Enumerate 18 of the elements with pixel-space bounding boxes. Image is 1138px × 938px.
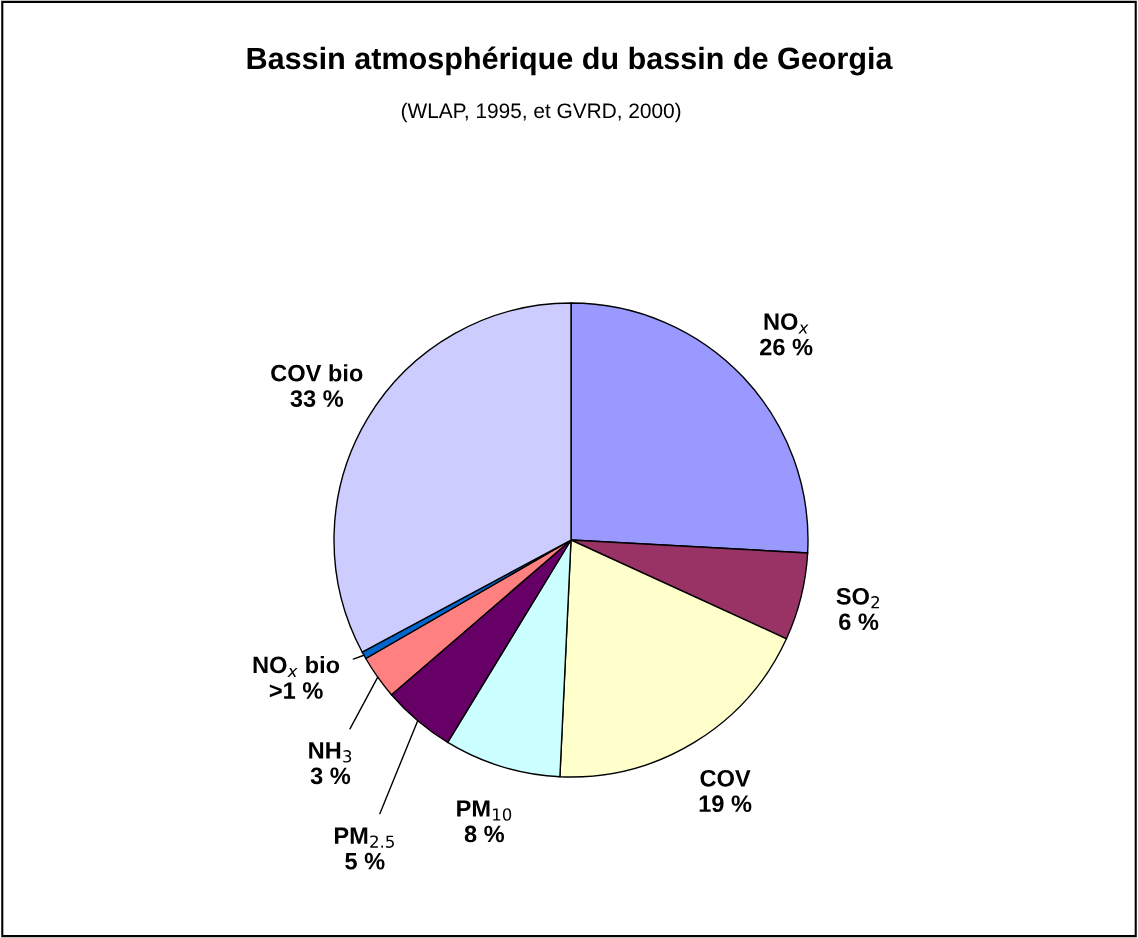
slice-label: SO$_{2}$	[836, 587, 880, 609]
data-label: 26 %	[760, 338, 813, 356]
slice-label: NH$_{3}$	[309, 742, 352, 763]
slice-label: PM$_{10}$	[457, 800, 512, 821]
slice-label: NO$_{x}$	[764, 313, 809, 334]
data-label: 5 %	[345, 852, 385, 870]
data-label: 3 %	[310, 767, 351, 785]
chart-subtitle: (WLAP, 1995, et GVRD, 2000)	[401, 102, 681, 123]
slice-label: COV bio	[271, 364, 363, 382]
data-label: >1 %	[269, 682, 323, 699]
data-label: 19 %	[699, 795, 752, 813]
slice-label: COV	[700, 769, 751, 787]
data-label: 33 %	[290, 390, 344, 407]
chart-title: Bassin atmosphérique du bassin de Georgia	[247, 46, 893, 76]
data-label: 8 %	[464, 825, 505, 843]
slice-label: NO$_{x}$ bio	[253, 655, 340, 677]
slice-label: PM$_{2.5}$	[334, 827, 394, 848]
data-label: 6 %	[839, 613, 879, 631]
